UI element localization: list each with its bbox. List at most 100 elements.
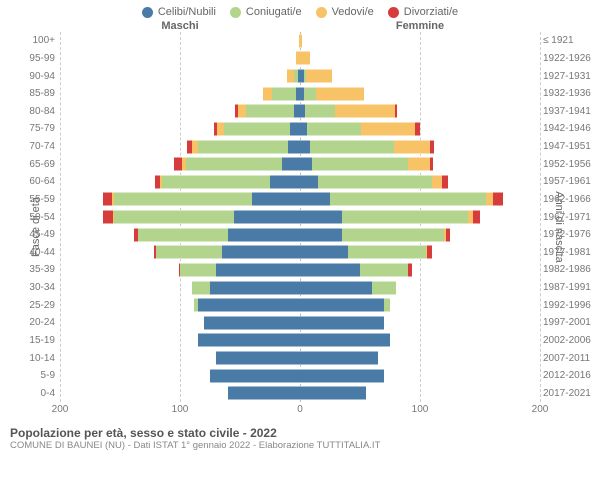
age-label: 65-69 (5, 159, 55, 170)
bar-segment (300, 316, 384, 330)
bar-segment (305, 104, 335, 118)
bar-segment (300, 245, 348, 259)
bar-segment (300, 210, 342, 224)
bar-segment (238, 104, 246, 118)
age-label: 80-84 (5, 106, 55, 117)
legend-swatch (142, 7, 153, 18)
female-bar (300, 69, 540, 83)
female-bar (300, 34, 540, 48)
bar-segment (204, 316, 300, 330)
age-label: 95-99 (5, 53, 55, 64)
bar-segment (186, 157, 282, 171)
age-row: 35-391982-1986 (60, 261, 540, 279)
birth-label: 1967-1971 (543, 212, 598, 223)
female-bar (300, 333, 540, 347)
bar-segment (252, 192, 300, 206)
bar-segment (360, 263, 408, 277)
bar-segment (114, 210, 234, 224)
birth-label: 2007-2011 (543, 353, 598, 364)
bar-segment (473, 210, 480, 224)
age-label: 45-49 (5, 229, 55, 240)
male-bar (60, 51, 300, 65)
birth-label: 1972-1976 (543, 229, 598, 240)
age-label: 20-24 (5, 317, 55, 328)
male-bar (60, 192, 300, 206)
bar-segment (408, 157, 430, 171)
birth-label: 1922-1926 (543, 53, 598, 64)
female-bar (300, 104, 540, 118)
bar-segment (114, 192, 252, 206)
bar-segment (228, 228, 300, 242)
legend-item: Vedovi/e (316, 6, 374, 18)
bar-segment (287, 69, 294, 83)
bar-segment (342, 228, 444, 242)
female-bar (300, 298, 540, 312)
header-female: Femmine (300, 20, 540, 32)
legend: Celibi/NubiliConiugati/eVedovi/eDivorzia… (0, 0, 600, 20)
bar-segment (342, 210, 468, 224)
bar-segment (300, 157, 312, 171)
bar-segment (300, 51, 310, 65)
birth-label: 1962-1966 (543, 194, 598, 205)
bar-segment (300, 386, 366, 400)
age-row: 75-791942-1946 (60, 120, 540, 138)
bar-segment (430, 157, 434, 171)
age-row: 25-291992-1996 (60, 296, 540, 314)
age-label: 15-19 (5, 335, 55, 346)
age-row: 60-641957-1961 (60, 173, 540, 191)
age-row: 50-541967-1971 (60, 208, 540, 226)
bar-segment (300, 263, 360, 277)
bar-segment (300, 228, 342, 242)
bar-segment (300, 192, 330, 206)
bar-segment (270, 175, 300, 189)
bar-segment (174, 157, 182, 171)
bar-segment (306, 69, 332, 83)
bar-segment (263, 87, 273, 101)
age-label: 10-14 (5, 353, 55, 364)
bar-segment (282, 157, 300, 171)
bar-segment (394, 140, 430, 154)
age-row: 55-591962-1966 (60, 191, 540, 209)
birth-label: 2017-2021 (543, 388, 598, 399)
bar-segment (224, 122, 290, 136)
age-row: 80-841937-1941 (60, 103, 540, 121)
age-row: 40-441977-1981 (60, 244, 540, 262)
male-bar (60, 87, 300, 101)
female-bar (300, 210, 540, 224)
male-bar (60, 210, 300, 224)
male-bar (60, 175, 300, 189)
age-row: 20-241997-2001 (60, 314, 540, 332)
male-bar (60, 281, 300, 295)
bar-segment (446, 228, 450, 242)
legend-label: Divorziati/e (404, 6, 458, 18)
female-bar (300, 157, 540, 171)
x-tick: 0 (297, 404, 303, 415)
birth-label: 1997-2001 (543, 317, 598, 328)
female-bar (300, 51, 540, 65)
bar-segment (310, 140, 394, 154)
bar-segment (493, 192, 503, 206)
age-label: 100+ (5, 35, 55, 46)
bar-segment (288, 140, 300, 154)
age-label: 25-29 (5, 300, 55, 311)
chart-title: Popolazione per età, sesso e stato civil… (10, 426, 590, 440)
female-bar (300, 263, 540, 277)
legend-swatch (230, 7, 241, 18)
header-male: Maschi (60, 20, 300, 32)
bar-segment (304, 87, 316, 101)
age-label: 70-74 (5, 141, 55, 152)
bar-segment (300, 369, 384, 383)
x-tick: 100 (172, 404, 189, 415)
legend-label: Vedovi/e (332, 6, 374, 18)
female-bar (300, 87, 540, 101)
bar-segment (198, 140, 288, 154)
birth-label: 1932-1936 (543, 88, 598, 99)
age-row: 65-691952-1956 (60, 155, 540, 173)
bar-segment (348, 245, 426, 259)
male-bar (60, 104, 300, 118)
bar-segment (234, 210, 300, 224)
x-tick: 100 (412, 404, 429, 415)
female-bar (300, 140, 540, 154)
age-label: 35-39 (5, 264, 55, 275)
male-bar (60, 69, 300, 83)
